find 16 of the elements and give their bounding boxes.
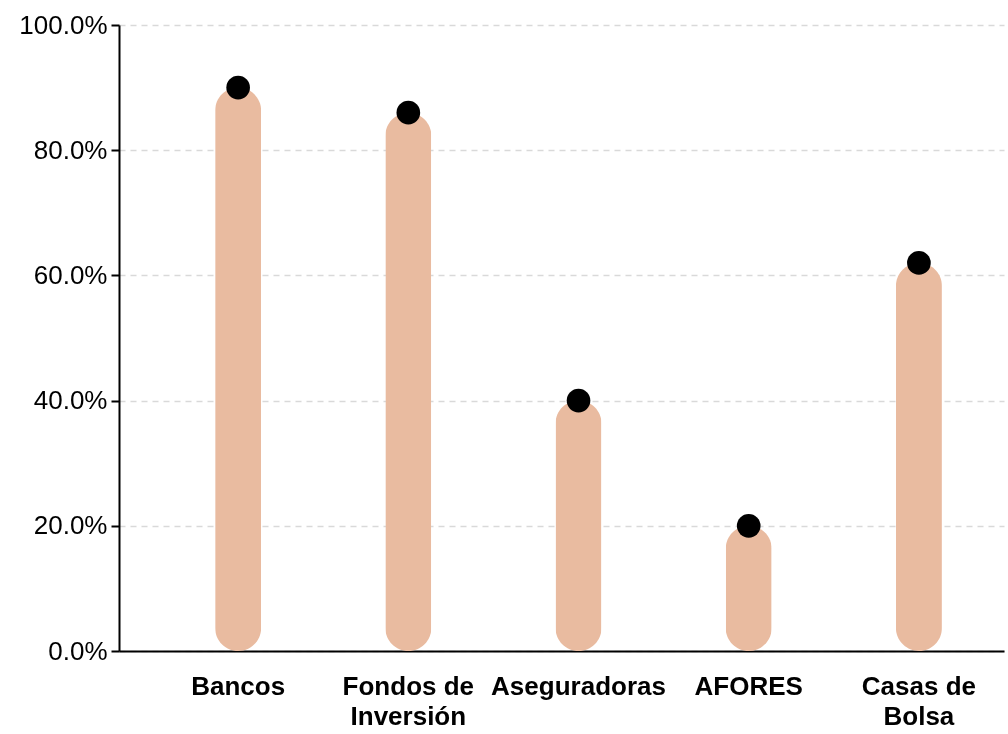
point — [907, 251, 931, 275]
y-tick-label: 0.0% — [48, 635, 108, 666]
x-tick-label: Fondos de Inversión — [342, 670, 475, 731]
point — [396, 100, 421, 125]
x-tick-label: Bancos — [191, 670, 286, 701]
point — [566, 388, 591, 413]
y-tick-label: 40.0% — [33, 385, 108, 416]
x-tick-label: Aseguradoras — [491, 670, 666, 701]
y-tick-label: 100.0% — [19, 9, 108, 40]
y-tick-label: 80.0% — [33, 134, 108, 165]
point — [226, 75, 250, 100]
y-tick-label: 20.0% — [33, 510, 108, 541]
x-tick-label: Casas de Bolsa — [861, 670, 976, 731]
point — [736, 513, 761, 538]
y-tick-label: 60.0% — [33, 259, 108, 290]
x-tick-label: AFORES — [694, 670, 803, 701]
